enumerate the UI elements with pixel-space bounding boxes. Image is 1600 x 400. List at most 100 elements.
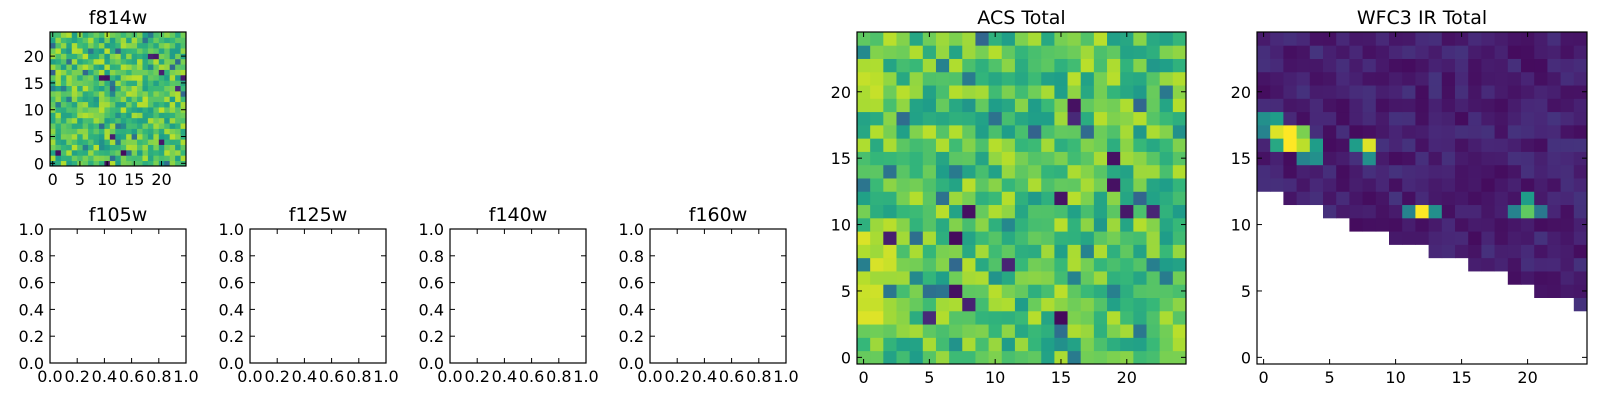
heatmap-cell [93, 58, 100, 65]
heatmap-cell [935, 164, 950, 179]
heatmap-cell [870, 217, 884, 232]
heatmap-cell [1107, 98, 1121, 113]
heatmap-cell [1014, 58, 1029, 73]
heatmap-cell [1080, 32, 1095, 46]
heatmap-cell [909, 178, 924, 192]
heatmap-cell [1507, 257, 1522, 272]
heatmap-cell [1349, 191, 1363, 206]
heatmap-cell [1402, 85, 1416, 99]
heatmap-cell [153, 101, 160, 108]
heatmap-cell [1146, 297, 1161, 312]
heatmap-cell [1573, 217, 1588, 232]
heatmap-cell [115, 96, 122, 103]
heatmap-cell [922, 45, 937, 59]
heatmap-cell [98, 53, 105, 60]
heatmap-cell [82, 149, 89, 156]
heatmap-cell [60, 85, 67, 92]
heatmap-cell [1014, 178, 1029, 192]
heatmap-cell [126, 58, 132, 65]
heatmap-cell [120, 85, 127, 92]
heatmap-cell [870, 191, 884, 206]
heatmap-cell [1028, 244, 1042, 259]
heatmap-cell [857, 310, 871, 325]
heatmap-cell [1133, 111, 1147, 126]
heatmap-cell [1067, 45, 1082, 59]
heatmap-cell [158, 74, 165, 81]
heatmap-cell [1428, 85, 1443, 99]
heatmap-cell [1481, 204, 1495, 219]
heatmap-cell [66, 64, 73, 70]
heatmap-cell [55, 117, 62, 124]
heatmap-cell [98, 133, 105, 140]
heatmap-cell [71, 139, 78, 145]
heatmap-cell [115, 133, 122, 140]
heatmap-cell [131, 48, 138, 54]
heatmap-cell [98, 123, 105, 129]
heatmap-cell [922, 257, 937, 272]
heatmap-cell [896, 178, 911, 192]
heatmap-cell [1534, 45, 1548, 59]
heatmap-cell [142, 85, 149, 92]
heatmap-cell [1534, 151, 1548, 166]
heatmap-cell [1481, 164, 1495, 179]
heatmap-cell [104, 64, 111, 70]
heatmap-cell [1028, 98, 1042, 113]
heatmap-cell [1349, 58, 1363, 73]
heatmap-cell [1159, 71, 1174, 86]
heatmap-cell [50, 144, 56, 151]
heatmap-cell [1093, 111, 1108, 126]
heatmap-cell [857, 337, 871, 352]
x-tick-label: 0.8 [146, 367, 171, 386]
heatmap-cell [164, 144, 171, 151]
heatmap-cell [175, 107, 181, 113]
heatmap-cell [55, 48, 62, 54]
heatmap-cell [66, 37, 73, 44]
heatmap-cell [1159, 217, 1174, 232]
heatmap-cell [949, 191, 963, 206]
heatmap-cell [1441, 58, 1456, 73]
heatmap-cell [1362, 85, 1377, 99]
heatmap-cell [98, 160, 105, 167]
heatmap-cell [175, 42, 181, 49]
heatmap-cell [1428, 98, 1443, 113]
heatmap-cell [1455, 85, 1469, 99]
heatmap-cell [896, 310, 911, 325]
heatmap-cell [1093, 271, 1108, 285]
heatmap-cell [1014, 164, 1029, 179]
heatmap-cell [93, 53, 100, 60]
heatmap-cell [137, 64, 143, 70]
heatmap-cell [1428, 191, 1443, 206]
heatmap-cell [857, 98, 871, 113]
heatmap-cell [988, 324, 1003, 338]
heatmap-cell [120, 74, 127, 81]
heatmap-cell [164, 128, 171, 135]
heatmap-cell [153, 69, 160, 76]
heatmap-cell [71, 117, 78, 124]
heatmap-cell [1521, 138, 1535, 152]
heatmap-cell [1468, 138, 1482, 152]
y-tick-label: 5 [34, 128, 44, 147]
heatmap-cell [169, 155, 176, 162]
heatmap-cell [66, 128, 73, 135]
heatmap-cell [1001, 350, 1016, 365]
heatmap-cell [88, 90, 94, 97]
heatmap-cell [1159, 124, 1174, 139]
heatmap-cell [115, 58, 122, 65]
y-tick-label: 0.2 [19, 327, 44, 346]
heatmap-cell [870, 257, 884, 272]
heatmap-cell [1028, 284, 1042, 298]
heatmap-cell [896, 257, 911, 272]
heatmap-cell [1349, 85, 1363, 99]
heatmap-cell [896, 124, 911, 139]
x-tick-label: 1.0 [573, 367, 598, 386]
heatmap-cell [1041, 271, 1055, 285]
heatmap-cell [1507, 217, 1522, 232]
heatmap-cell [55, 90, 62, 97]
heatmap-cell [115, 123, 122, 129]
heatmap-cell [77, 58, 84, 65]
heatmap-cell [1349, 151, 1363, 166]
heatmap-cell [137, 101, 143, 108]
heatmap-cell [1521, 111, 1535, 126]
heatmap-cell [962, 191, 976, 206]
